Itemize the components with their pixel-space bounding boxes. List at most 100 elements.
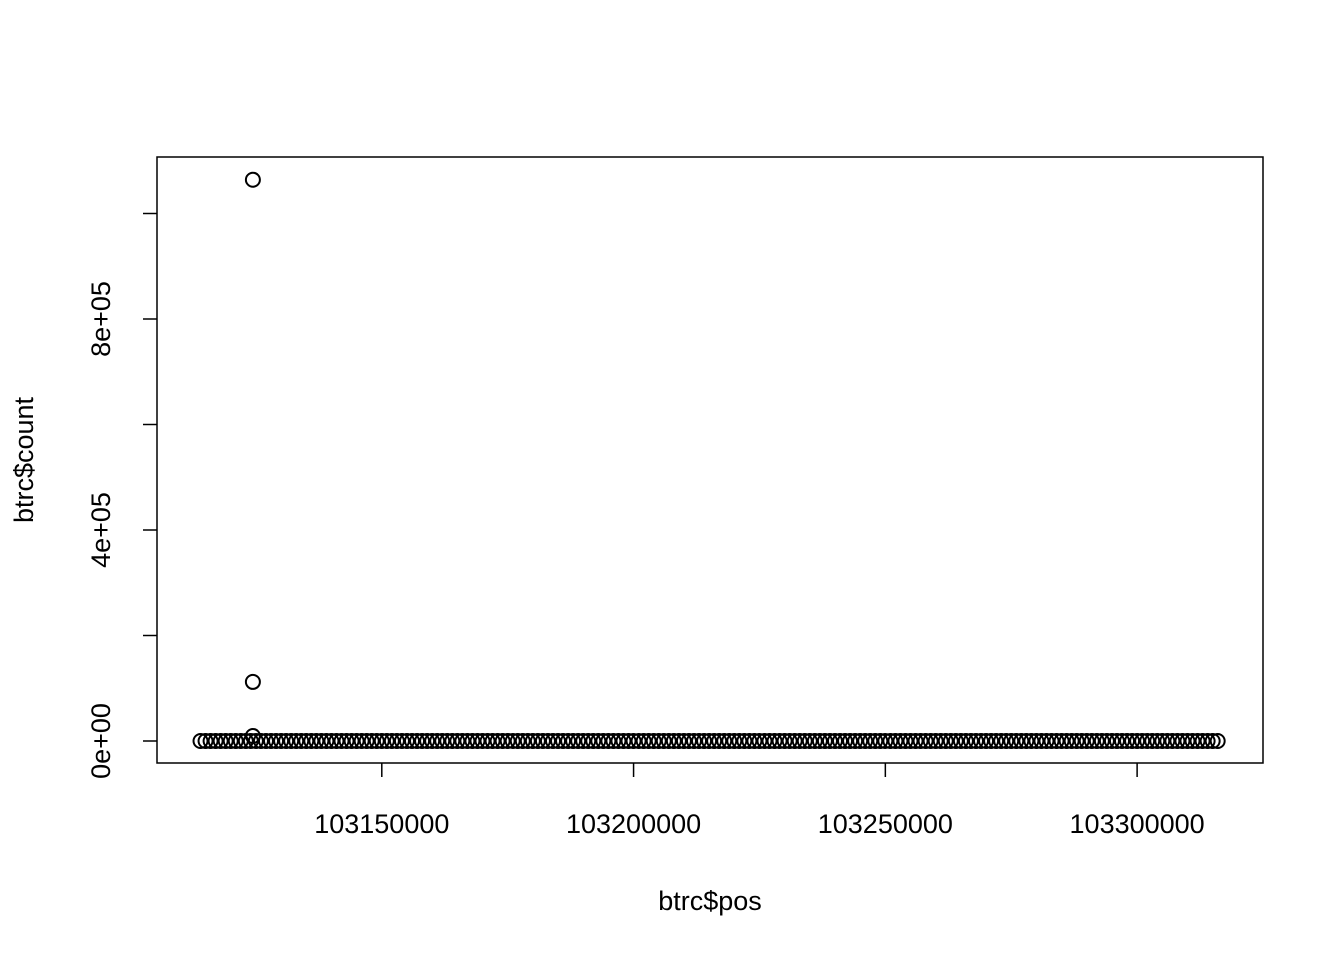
point (610, 733, 627, 750)
point (1119, 733, 1136, 750)
point (837, 733, 854, 750)
point (781, 733, 798, 750)
point (1068, 733, 1085, 750)
point (313, 733, 330, 750)
point (721, 733, 738, 750)
point (630, 733, 647, 750)
point (620, 733, 637, 750)
point (655, 733, 672, 750)
point (464, 733, 481, 750)
point (454, 733, 471, 750)
point (529, 733, 546, 750)
point (1149, 733, 1166, 750)
point (237, 733, 254, 750)
point (398, 733, 415, 750)
point (368, 733, 385, 750)
point (242, 733, 259, 750)
point (967, 733, 984, 750)
point (912, 733, 929, 750)
point (524, 733, 541, 750)
point (1098, 733, 1115, 750)
point (1169, 733, 1186, 750)
point (1209, 733, 1226, 750)
point (565, 733, 582, 750)
point (1144, 733, 1161, 750)
point (489, 733, 506, 750)
point (680, 733, 697, 750)
point (1003, 733, 1020, 750)
point (675, 733, 692, 750)
point (263, 733, 280, 750)
point (1013, 733, 1030, 750)
point (1028, 733, 1045, 750)
point (942, 733, 959, 750)
point (429, 733, 446, 750)
point (832, 733, 849, 750)
point (358, 733, 375, 750)
point (1174, 733, 1191, 750)
point (1078, 733, 1095, 750)
point (766, 733, 783, 750)
point (404, 733, 421, 750)
point (383, 733, 400, 750)
point (1093, 733, 1110, 750)
point (947, 733, 964, 750)
point (877, 733, 894, 750)
point (957, 733, 974, 750)
point (1048, 733, 1065, 750)
point (670, 733, 687, 750)
point (973, 733, 990, 750)
point (1053, 733, 1070, 750)
point (244, 673, 261, 690)
point (902, 733, 919, 750)
point (736, 733, 753, 750)
point (474, 733, 491, 750)
point (872, 733, 889, 750)
point (776, 733, 793, 750)
point (867, 733, 884, 750)
point (978, 733, 995, 750)
point (821, 733, 838, 750)
point (409, 733, 426, 750)
point (716, 733, 733, 750)
point (378, 733, 395, 750)
point (288, 733, 305, 750)
x-tick-label: 103300000 (1070, 809, 1205, 839)
point (303, 733, 320, 750)
point (1103, 733, 1120, 750)
point (212, 733, 229, 750)
point (1124, 733, 1141, 750)
point (660, 733, 677, 750)
point (962, 733, 979, 750)
point (1164, 733, 1181, 750)
point (635, 733, 652, 750)
point (444, 733, 461, 750)
point (207, 733, 224, 750)
point (1129, 733, 1146, 750)
point (857, 733, 874, 750)
point (585, 733, 602, 750)
point (227, 733, 244, 750)
y-tick-label: 4e+05 (86, 492, 116, 568)
point (1204, 733, 1221, 750)
point (701, 733, 718, 750)
point (842, 733, 859, 750)
point (479, 733, 496, 750)
point (1063, 733, 1080, 750)
point (1154, 733, 1171, 750)
point (388, 733, 405, 750)
point (806, 733, 823, 750)
point (1134, 733, 1151, 750)
point (595, 733, 612, 750)
point (217, 733, 234, 750)
point (580, 733, 597, 750)
point (414, 733, 431, 750)
point (439, 733, 456, 750)
point (786, 733, 803, 750)
point (424, 733, 441, 750)
point (887, 733, 904, 750)
point (283, 733, 300, 750)
point (590, 733, 607, 750)
plot-frame (156, 156, 1264, 764)
point (1139, 733, 1156, 750)
